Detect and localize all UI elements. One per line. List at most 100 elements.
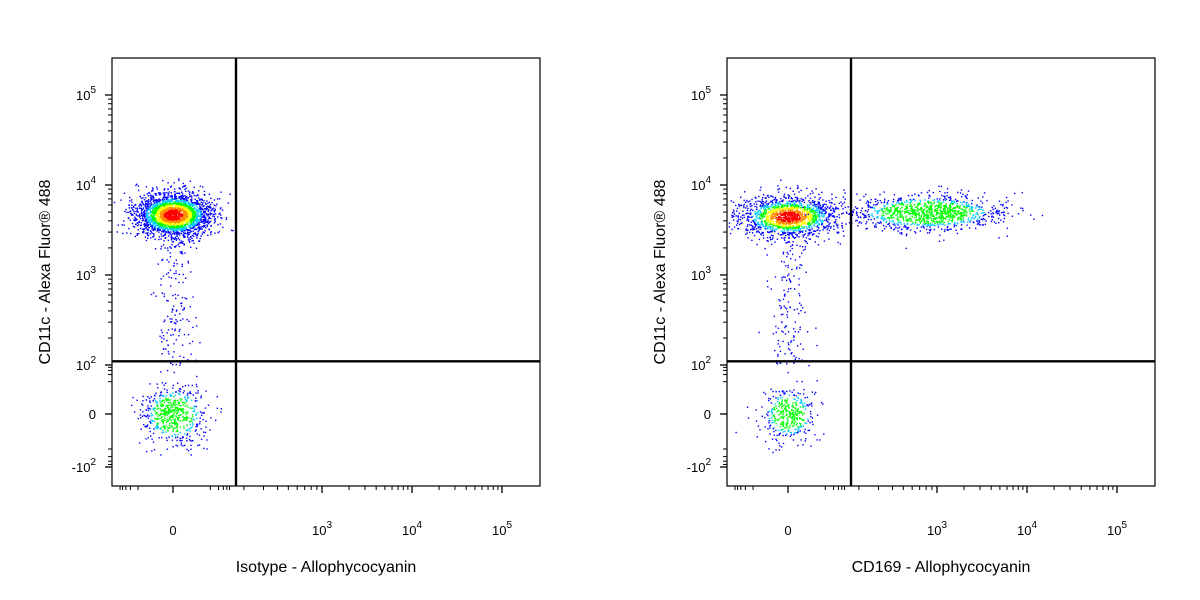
event-dot bbox=[801, 221, 804, 223]
event-dot bbox=[175, 435, 177, 437]
event-dot bbox=[787, 229, 790, 231]
event-dot bbox=[792, 214, 794, 217]
event-dot bbox=[178, 179, 180, 182]
event-dot bbox=[161, 420, 163, 422]
event-dot bbox=[760, 214, 762, 216]
event-dot bbox=[175, 229, 177, 232]
event-dot bbox=[182, 392, 184, 394]
event-dot bbox=[230, 229, 233, 232]
event-dot bbox=[165, 412, 167, 414]
event-dot bbox=[176, 429, 179, 431]
event-dot bbox=[170, 235, 173, 237]
event-dot bbox=[206, 448, 208, 450]
event-dot bbox=[166, 247, 169, 249]
event-dot bbox=[177, 201, 179, 204]
event-dot bbox=[183, 333, 186, 336]
event-dot bbox=[178, 401, 180, 404]
event-dot bbox=[137, 215, 139, 217]
event-dot bbox=[173, 182, 175, 184]
event-dot bbox=[161, 341, 163, 343]
event-dot bbox=[135, 219, 137, 221]
event-dot bbox=[777, 185, 779, 187]
event-dot bbox=[192, 203, 194, 205]
event-dot bbox=[775, 199, 777, 201]
event-dot bbox=[186, 220, 189, 223]
event-dot bbox=[178, 245, 180, 248]
event-dot bbox=[168, 427, 170, 429]
event-dot bbox=[196, 412, 199, 414]
event-dot bbox=[218, 230, 221, 233]
event-dot bbox=[162, 426, 164, 428]
event-dot bbox=[180, 205, 182, 207]
event-dot bbox=[184, 402, 186, 405]
event-dot bbox=[194, 222, 196, 225]
event-dot bbox=[766, 206, 768, 208]
event-dot bbox=[776, 212, 779, 215]
event-dot bbox=[182, 409, 184, 411]
event-dot bbox=[198, 224, 201, 226]
event-dot bbox=[757, 213, 759, 215]
event-dot bbox=[179, 198, 182, 200]
event-dot bbox=[192, 239, 194, 242]
event-dot bbox=[156, 417, 159, 420]
event-dot bbox=[767, 205, 769, 208]
event-dot bbox=[167, 212, 169, 214]
event-dot bbox=[163, 388, 166, 390]
event-dot bbox=[184, 385, 187, 387]
event-dot bbox=[764, 208, 766, 210]
event-dot bbox=[152, 420, 154, 422]
event-dot bbox=[156, 221, 158, 224]
event-dot bbox=[789, 226, 791, 228]
event-dot bbox=[758, 216, 761, 218]
event-dot bbox=[743, 216, 745, 219]
event-dot bbox=[157, 205, 159, 208]
event-dot bbox=[171, 215, 173, 217]
event-dot bbox=[155, 199, 157, 201]
event-dot bbox=[167, 228, 170, 231]
event-dot bbox=[739, 219, 741, 221]
event-dot bbox=[174, 223, 176, 226]
event-dot bbox=[764, 201, 767, 204]
event-dot bbox=[208, 228, 211, 231]
event-dot bbox=[782, 214, 785, 216]
event-dot bbox=[180, 405, 182, 407]
event-dot bbox=[165, 213, 168, 216]
event-dot bbox=[193, 212, 195, 214]
event-dot bbox=[186, 433, 189, 435]
event-dot bbox=[145, 186, 148, 188]
event-dot bbox=[162, 214, 164, 216]
event-dot bbox=[811, 190, 813, 192]
event-dot bbox=[162, 219, 165, 221]
event-dot bbox=[775, 205, 777, 207]
event-dot bbox=[169, 224, 172, 226]
event-dot bbox=[163, 426, 165, 428]
event-dot bbox=[203, 435, 205, 437]
event-dot bbox=[837, 241, 839, 244]
event-dot bbox=[744, 191, 746, 193]
event-dot bbox=[195, 218, 198, 220]
event-dot bbox=[156, 230, 158, 232]
event-dot bbox=[201, 199, 204, 201]
event-dot bbox=[142, 395, 144, 398]
event-dot bbox=[799, 214, 801, 216]
event-dot bbox=[190, 210, 192, 212]
event-dot bbox=[815, 209, 817, 212]
event-dot bbox=[808, 213, 810, 215]
event-dot bbox=[770, 200, 772, 203]
event-dot bbox=[158, 226, 161, 229]
event-dot bbox=[201, 207, 203, 209]
event-dot bbox=[749, 203, 751, 205]
event-dot bbox=[167, 225, 170, 228]
event-dot bbox=[735, 204, 737, 207]
event-dot bbox=[182, 212, 185, 214]
event-dot bbox=[162, 203, 164, 205]
event-dot bbox=[206, 439, 208, 441]
event-dot bbox=[187, 450, 190, 452]
event-dot bbox=[188, 219, 190, 221]
event-dot bbox=[176, 423, 179, 426]
event-dot bbox=[177, 415, 180, 417]
event-dot bbox=[167, 344, 169, 346]
event-dot bbox=[747, 229, 749, 231]
event-dot bbox=[162, 244, 165, 246]
event-dot bbox=[151, 207, 154, 209]
